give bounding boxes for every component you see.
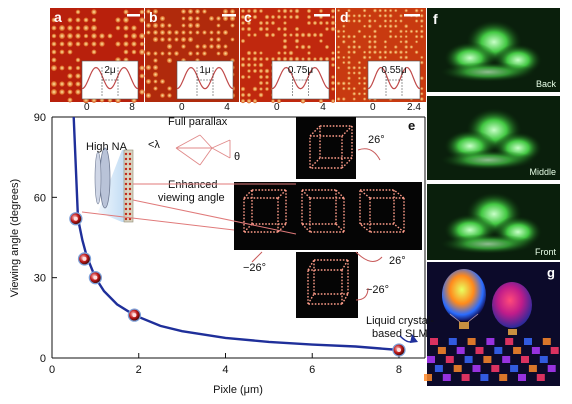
- panel-d-scale-bar: [404, 14, 420, 17]
- angle-label-right: 26°: [389, 255, 406, 267]
- panel-letter-e: e: [408, 118, 415, 133]
- parallax-cone-icon: [175, 134, 231, 166]
- panel-a-tick-min: 0: [84, 102, 90, 113]
- optics-diagram: High NA <λ Full parallax θ Enhanced view…: [81, 116, 297, 235]
- y-tick-label: 0: [40, 353, 46, 365]
- angle-arrows: [251, 148, 383, 301]
- hologram-cubes: [243, 125, 405, 305]
- data-point: [77, 252, 92, 266]
- x-axis-title: Pixle (μm): [213, 384, 263, 396]
- y-ticks: 0 30 60 90: [34, 112, 57, 365]
- x-tick-label: 6: [309, 364, 315, 376]
- panel-letter-d: d: [340, 9, 349, 25]
- panel-letter-g: g: [547, 265, 555, 280]
- cube-right: [359, 189, 405, 233]
- data-point: [69, 212, 83, 226]
- x-tick-label: 2: [136, 364, 142, 376]
- data-point: [88, 271, 103, 285]
- balloon-right: [492, 282, 532, 328]
- viewing-angle-label: viewing angle: [158, 192, 225, 204]
- data-point: [127, 308, 142, 322]
- panel-e-hologram-views: e: [234, 117, 422, 318]
- slm-chip: [123, 149, 134, 223]
- y-tick-label: 60: [34, 192, 46, 204]
- panel-c-scale-bar: [314, 14, 330, 17]
- y-axis-title: Viewing angle (degrees): [9, 179, 21, 297]
- panel-d-tick-max: 2.4: [407, 102, 421, 113]
- panel-b-tick-min: 0: [179, 102, 185, 113]
- reconstruction-panels-f: Back Middle Front f: [427, 8, 560, 260]
- panel-b: 1μ 0 4 b: [145, 8, 239, 113]
- panel-d-tick-min: 0: [370, 102, 376, 113]
- panel-f-view-label: Back: [536, 79, 557, 89]
- cube-center: [301, 189, 345, 233]
- panel-a: 2μ 0 8 a: [50, 8, 146, 113]
- angle-label-left: −26°: [243, 262, 266, 274]
- panel-a-scale-bar: [127, 14, 140, 17]
- data-point: [392, 343, 406, 357]
- view-center-bg: [296, 182, 358, 250]
- panel-a-scale-label: 2μ: [104, 65, 116, 76]
- slm-label-line2: based SLM: [372, 328, 428, 340]
- slm-label-line1: Liquid crystal-: [366, 315, 434, 327]
- main-chart: 0 30 60 90 0 2 4 6 8 Viewing angle (degrees) Pi…: [9, 112, 434, 396]
- cube-bottom: [307, 259, 349, 305]
- cube-left: [243, 189, 287, 233]
- panel-f-view-2: Middle: [427, 96, 560, 180]
- panel-c-tick-min: 0: [274, 102, 280, 113]
- panel-letter-b: b: [149, 9, 158, 25]
- micrograph-panels: 2μ 0 8 a 1μ 0 4 b 0.75μ 0 4 c 0.55μ 0 2.4 d: [50, 8, 426, 113]
- balloon-left-basket: [459, 322, 469, 329]
- angle-label-top: 26°: [368, 134, 385, 146]
- view-right-bg: [358, 182, 422, 250]
- high-na-label: High NA: [86, 141, 128, 153]
- data-markers: [69, 212, 406, 357]
- panel-b-tick-max: 4: [224, 102, 230, 113]
- y-tick-label: 90: [34, 112, 46, 124]
- panel-f-view-label: Middle: [529, 167, 556, 177]
- balloon-left: [442, 269, 486, 321]
- checkerboard-floor: [424, 338, 559, 381]
- view-bottom-bg: [296, 252, 358, 318]
- y-tick-label: 30: [34, 273, 46, 285]
- panel-d: 0.55μ 0 2.4 d: [336, 8, 426, 113]
- lambda-label: <λ: [148, 139, 160, 151]
- panel-f-view-3: Front: [427, 184, 560, 260]
- angle-label-bottom: −26°: [366, 284, 389, 296]
- panel-f-view-1: Back: [427, 8, 560, 92]
- panel-a-tick-max: 8: [129, 102, 135, 113]
- pointer-lines: [81, 183, 297, 235]
- panel-letter-a: a: [54, 9, 62, 25]
- panel-d-scale-label: 0.55μ: [381, 65, 406, 76]
- panel-g: g: [424, 262, 560, 386]
- panel-f-view-label: Front: [535, 247, 557, 257]
- balloon-right-basket: [508, 329, 517, 335]
- x-tick-label: 0: [49, 364, 55, 376]
- angle-labels: 26° −26° 26° −26°: [243, 134, 406, 301]
- panel-c: 0.75μ 0 4 c: [240, 8, 336, 113]
- panel-b-scale-label: 1μ: [199, 65, 211, 76]
- panel-c-scale-label: 0.75μ: [288, 65, 313, 76]
- panel-b-scale-bar: [222, 14, 236, 17]
- theta-label: θ: [234, 151, 240, 163]
- x-tick-label: 8: [396, 364, 402, 376]
- panel-letter-f: f: [433, 11, 438, 27]
- panel-letter-c: c: [244, 9, 252, 25]
- panel-c-tick-max: 4: [320, 102, 326, 113]
- x-tick-label: 4: [222, 364, 228, 376]
- slm-pixels: [124, 152, 132, 221]
- lens-icon: [99, 147, 111, 209]
- full-parallax-label: Full parallax: [168, 116, 228, 128]
- x-ticks: 0 2 4 6 8: [49, 353, 402, 376]
- enhanced-label: Enhanced: [168, 179, 218, 191]
- cube-top: [309, 125, 353, 169]
